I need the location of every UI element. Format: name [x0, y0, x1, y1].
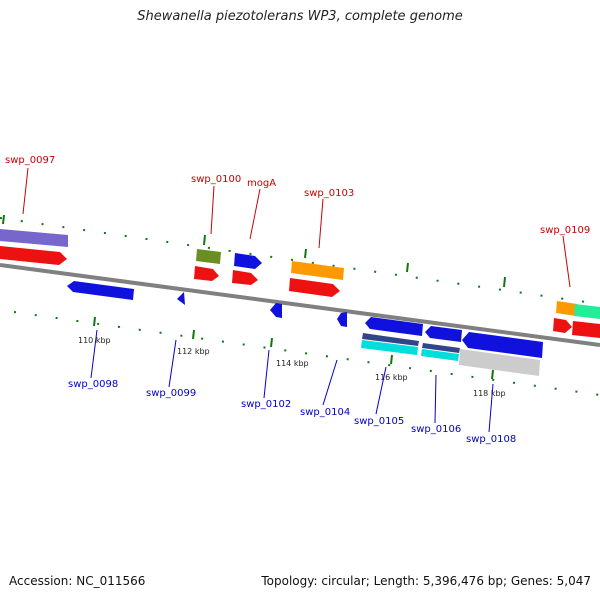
bottom-strand-features — [67, 281, 543, 376]
gene-label-swp-0098: swp_0098 — [68, 379, 118, 390]
scale-label: 116 kbp — [375, 373, 408, 382]
gene-feature — [361, 340, 418, 355]
gene-feature — [421, 349, 459, 361]
gene-feature — [365, 317, 423, 336]
gene-feature — [556, 301, 577, 316]
cds-feature — [0, 246, 67, 265]
gene-feature — [0, 229, 68, 247]
cds-feature — [289, 278, 340, 297]
gene-label-swp-0100: swp_0100 — [191, 174, 241, 185]
scale-label: 110 kbp — [78, 336, 111, 345]
gene-feature — [462, 332, 543, 358]
gene-feature — [425, 326, 462, 342]
cds-feature — [553, 318, 572, 333]
gene-label-swp-0108: swp_0108 — [466, 434, 516, 445]
cds-feature — [232, 270, 258, 285]
accession-text: Accession: NC_011566 — [9, 574, 146, 588]
tick-row-bottom — [13, 311, 600, 396]
gene-label-swp-0103: swp_0103 — [304, 188, 354, 199]
top-label-leaders — [22, 167, 571, 288]
gene-feature — [574, 304, 600, 319]
gene-label-swp-0106: swp_0106 — [411, 424, 461, 435]
scale-label: 118 kbp — [473, 389, 506, 398]
gene-label-moga: mogA — [247, 178, 276, 189]
gene-feature — [270, 303, 282, 318]
gene-label-swp-0097: swp_0097 — [5, 155, 55, 166]
gene-feature — [422, 343, 460, 353]
gene-feature — [196, 249, 221, 264]
gene-feature — [177, 292, 185, 305]
gene-label-swp-0102: swp_0102 — [241, 399, 291, 410]
tick-row-top — [0, 217, 600, 305]
scale-label: 114 kbp — [276, 359, 309, 368]
major-ticks — [2, 214, 506, 380]
gene-label-swp-0109: swp_0109 — [540, 225, 590, 236]
summary-text: Topology: circular; Length: 5,396,476 bp… — [261, 574, 591, 588]
gene-feature — [362, 333, 419, 346]
cds-feature — [194, 266, 219, 281]
gene-label-swp-0104: swp_0104 — [300, 407, 350, 418]
gene-feature — [291, 261, 344, 280]
top-strand-features — [0, 229, 600, 338]
genome-backbone — [0, 263, 600, 347]
bottom-label-leaders — [90, 329, 494, 433]
gene-feature — [459, 349, 540, 376]
scale-label: 112 kbp — [177, 347, 210, 356]
cds-feature — [572, 321, 600, 338]
gene-label-swp-0099: swp_0099 — [146, 388, 196, 399]
gene-feature — [337, 312, 347, 327]
gene-feature — [67, 281, 134, 300]
map-title: Shewanella piezotolerans WP3, complete g… — [137, 9, 463, 24]
gene-feature — [234, 253, 262, 269]
gene-label-swp-0105: swp_0105 — [354, 416, 404, 427]
